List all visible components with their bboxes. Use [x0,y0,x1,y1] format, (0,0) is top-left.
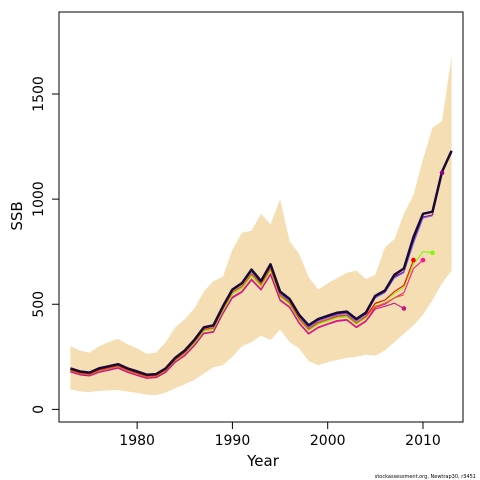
series-end-point-5 [411,257,416,263]
y-axis: 0 500 1000 1500 [31,76,59,414]
x-axis: 1980 1990 2000 2010 [119,422,441,449]
y-tick-label: 500 [31,291,47,318]
y-tick-label: 1000 [31,181,47,217]
y-axis-title: SSB [8,201,26,230]
series-layer [70,150,453,379]
y-tick-label: 1500 [31,76,47,112]
y-tick-label: 0 [31,405,47,414]
credit-text: stockassessment.org, Newtrap30, r3451 [375,474,476,480]
x-tick-label: 2010 [405,433,441,449]
series-end-point-3 [430,250,435,256]
x-axis-title: Year [246,452,280,470]
plot-frame [58,11,464,423]
series-end-point-4 [420,257,426,263]
confidence-band [70,56,452,396]
series-line-main [70,150,453,376]
x-tick-label: 2000 [310,433,346,449]
series-line-retro-7 [70,268,405,378]
series-end-point-1 [439,170,445,176]
confidence-band-layer [70,56,452,396]
series-end-point-6 [401,306,407,311]
x-tick-label: 1980 [119,433,155,449]
x-tick-label: 1990 [215,433,251,449]
endpoint-marker-layer [401,170,445,311]
series-line-retro-6 [70,274,405,379]
